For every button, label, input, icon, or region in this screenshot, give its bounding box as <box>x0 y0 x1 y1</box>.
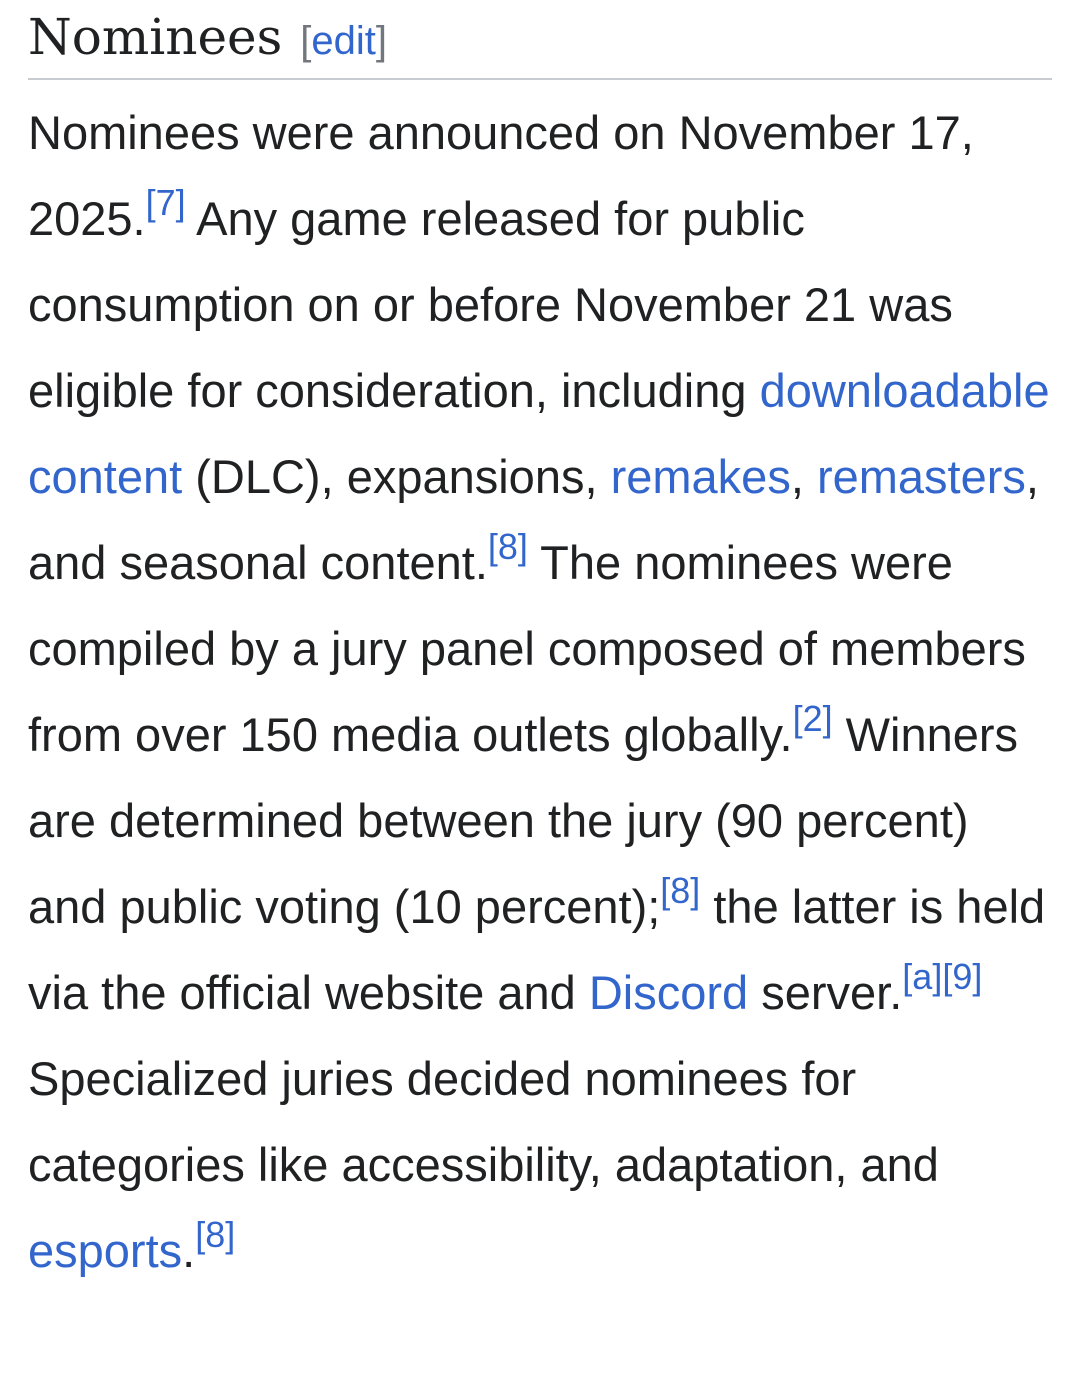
edit-bracket-close: ] <box>375 19 388 63</box>
citation: [8] <box>195 1214 235 1255</box>
paragraph-text: (DLC), expansions, <box>182 450 611 503</box>
citation: [a] <box>902 956 942 997</box>
paragraph-text: Nominees were announced on November 17, … <box>28 106 974 245</box>
citation-link[interactable]: [a] <box>902 956 943 998</box>
article-link[interactable]: esports <box>28 1224 183 1277</box>
edit-link[interactable]: edit <box>311 19 376 63</box>
citation-link[interactable]: [8] <box>195 1214 236 1256</box>
citation-link[interactable]: [8] <box>487 526 528 568</box>
paragraph-text: Specialized juries decided nominees for … <box>28 1052 939 1191</box>
article-link[interactable]: remasters <box>816 450 1026 503</box>
paragraph-text: server. <box>748 966 903 1019</box>
paragraph-text: Winners are determined between the jury … <box>28 708 1019 933</box>
citation: [8] <box>488 526 528 567</box>
paragraph-text: , and seasonal content. <box>28 450 1039 589</box>
citation-link[interactable]: [9] <box>942 956 983 998</box>
paragraph-text: , <box>790 450 817 503</box>
citation: [8] <box>660 870 700 911</box>
paragraph-text: the latter is held via the official webs… <box>28 880 1046 1019</box>
citation-link[interactable]: [7] <box>145 182 186 224</box>
citation-link[interactable]: [8] <box>660 870 701 912</box>
edit-section: [edit] <box>300 19 387 63</box>
citation: [9] <box>942 956 982 997</box>
paragraph-text: Any game released for public consumption… <box>28 192 953 417</box>
article-link[interactable]: remakes <box>610 450 791 503</box>
citation: [7] <box>146 182 186 223</box>
paragraph-text: The nominees were compiled by a jury pan… <box>28 536 1026 761</box>
citation: [2] <box>793 698 833 739</box>
section-title: Nominees <box>28 8 283 66</box>
section-paragraph: Nominees were announced on November 17, … <box>28 90 1058 1294</box>
paragraph-text: . <box>182 1224 196 1277</box>
edit-bracket-open: [ <box>300 19 312 63</box>
article-link[interactable]: downloadable content <box>28 364 1050 503</box>
article-link[interactable]: Discord <box>588 966 749 1019</box>
section-heading: Nominees [edit] <box>28 0 1052 80</box>
citation-link[interactable]: [2] <box>792 698 833 740</box>
